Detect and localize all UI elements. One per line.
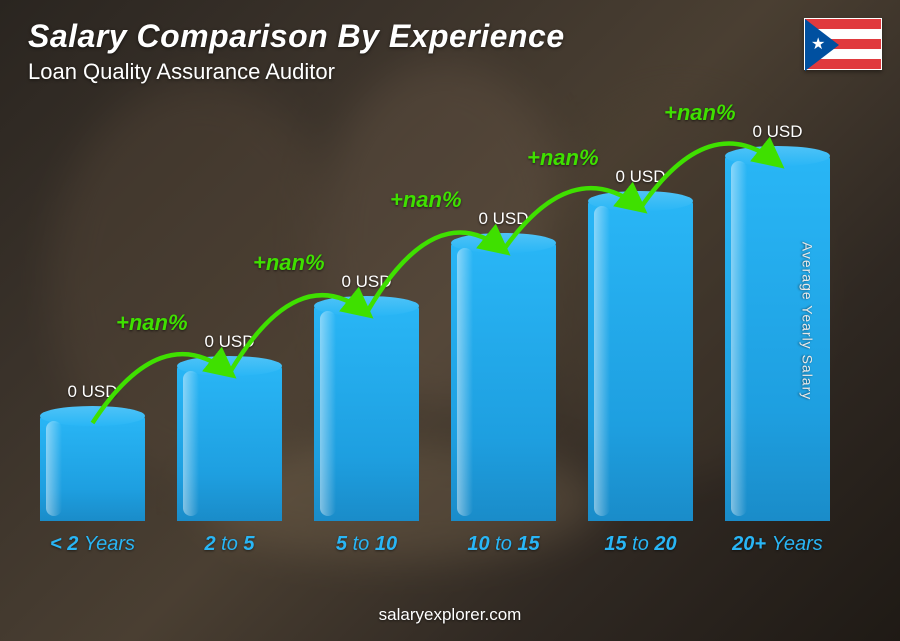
bar-value-label: 0 USD bbox=[341, 272, 391, 292]
source-footer: salaryexplorer.com bbox=[0, 605, 900, 625]
bar-rect: 0 USD bbox=[451, 243, 556, 521]
bar-category-label: < 2 Years bbox=[50, 533, 135, 556]
bar-value-label: 0 USD bbox=[752, 122, 802, 142]
bar-value-label: 0 USD bbox=[204, 332, 254, 352]
bar-value-label: 0 USD bbox=[615, 167, 665, 187]
header: Salary Comparison By Experience Loan Qua… bbox=[28, 18, 872, 85]
flag-icon: ★ bbox=[804, 18, 882, 70]
bar-rect: 0 USD bbox=[588, 201, 693, 521]
bar-category-label: 20+ Years bbox=[732, 533, 823, 556]
bar-rect: 0 USD bbox=[40, 416, 145, 521]
bar-2: 0 USD 5 to 10 bbox=[314, 306, 419, 556]
bar-chart: 0 USD< 2 Years0 USD2 to 50 USD5 to 100 U… bbox=[40, 130, 830, 556]
bar-category-label: 10 to 15 bbox=[467, 533, 539, 556]
bar-category-label: 2 to 5 bbox=[204, 533, 254, 556]
y-axis-label: Average Yearly Salary bbox=[799, 241, 815, 400]
bar-category-label: 5 to 10 bbox=[336, 533, 397, 556]
bar-1: 0 USD 2 to 5 bbox=[177, 366, 282, 556]
bar-4: 0 USD 15 to 20 bbox=[588, 201, 693, 556]
bar-category-label: 15 to 20 bbox=[604, 533, 676, 556]
bar-0: 0 USD < 2 Years bbox=[40, 416, 145, 556]
bar-3: 0 USD 10 to 15 bbox=[451, 243, 556, 556]
bar-value-label: 0 USD bbox=[478, 209, 528, 229]
bar-rect: 0 USD bbox=[314, 306, 419, 521]
chart-title: Salary Comparison By Experience bbox=[28, 18, 872, 55]
bar-rect: 0 USD bbox=[177, 366, 282, 521]
bar-value-label: 0 USD bbox=[67, 382, 117, 402]
chart-subtitle: Loan Quality Assurance Auditor bbox=[28, 59, 872, 85]
